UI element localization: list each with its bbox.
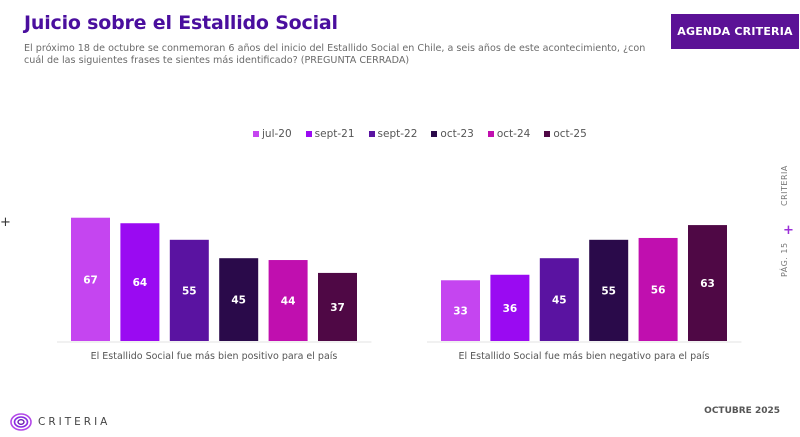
bar-value-label: 45 <box>552 295 567 307</box>
bar <box>490 274 530 341</box>
legend-item: sept-22 <box>368 128 418 140</box>
bar <box>71 217 110 341</box>
legend-swatch <box>305 131 312 137</box>
bar <box>219 258 259 341</box>
bar-value-label: 45 <box>231 295 246 307</box>
bar <box>589 239 629 341</box>
bar-value-label: 44 <box>281 296 296 308</box>
side-brand: CRITERIA <box>780 165 789 206</box>
page-number: PÁG. 15 <box>780 242 789 277</box>
legend-swatch <box>368 131 375 137</box>
plus-marker-icon: + <box>0 215 11 230</box>
category-label: El Estallido Social fue más bien negativ… <box>458 351 709 362</box>
legend-label: oct-23 <box>440 128 474 140</box>
legend-item: sept-21 <box>305 128 355 140</box>
question-subtitle: El próximo 18 de octubre se conmemoran 6… <box>24 43 646 66</box>
bar-value-label: 67 <box>83 274 98 286</box>
bar <box>268 260 308 341</box>
legend-label: oct-24 <box>496 128 531 140</box>
plus-icon: + <box>783 223 794 238</box>
legend-label: sept-21 <box>314 128 355 140</box>
agenda-criteria-badge: AGENDA CRITERIA <box>671 14 799 49</box>
bar-value-label: 36 <box>503 303 518 315</box>
side-tag: CRITERIA + PÁG. 15 <box>776 150 800 290</box>
legend-swatch <box>253 131 259 137</box>
bar <box>318 272 357 341</box>
bar <box>441 280 480 341</box>
bar-value-label: 64 <box>133 277 148 289</box>
legend-label: sept-22 <box>377 128 418 140</box>
bar <box>688 225 727 341</box>
legend-item: oct-23 <box>431 128 474 140</box>
bar-value-label: 56 <box>651 284 666 296</box>
legend-label: oct-25 <box>553 128 587 140</box>
legend-swatch <box>544 131 551 137</box>
bar-value-label: 55 <box>601 285 616 297</box>
legend-swatch <box>487 131 494 137</box>
chart-legend: jul-20 sept-21 sept-22 oct-23 oct-24 oct-25 <box>253 128 587 140</box>
legend-item: oct-25 <box>544 128 587 140</box>
category-label: El Estallido Social fue más bien positiv… <box>91 351 338 362</box>
bar-value-label: 33 <box>453 306 468 318</box>
bar <box>539 258 579 341</box>
bar-value-label: 55 <box>182 285 197 297</box>
legend-item: jul-20 <box>253 128 292 140</box>
legend-label: jul-20 <box>262 128 292 140</box>
page-title: Juicio sobre el Estallido Social <box>24 12 338 34</box>
criteria-logo: CRITERIA <box>10 413 110 431</box>
bar <box>169 239 209 341</box>
bar <box>638 237 678 341</box>
logo-text: CRITERIA <box>38 416 111 428</box>
legend-item: oct-24 <box>487 128 531 140</box>
report-date: OCTUBRE 2025 <box>704 406 780 416</box>
bar-value-label: 37 <box>330 302 345 314</box>
bar <box>120 223 160 341</box>
bar-value-label: 63 <box>700 278 715 290</box>
criteria-logo-icon <box>10 413 32 431</box>
legend-swatch <box>431 131 438 137</box>
